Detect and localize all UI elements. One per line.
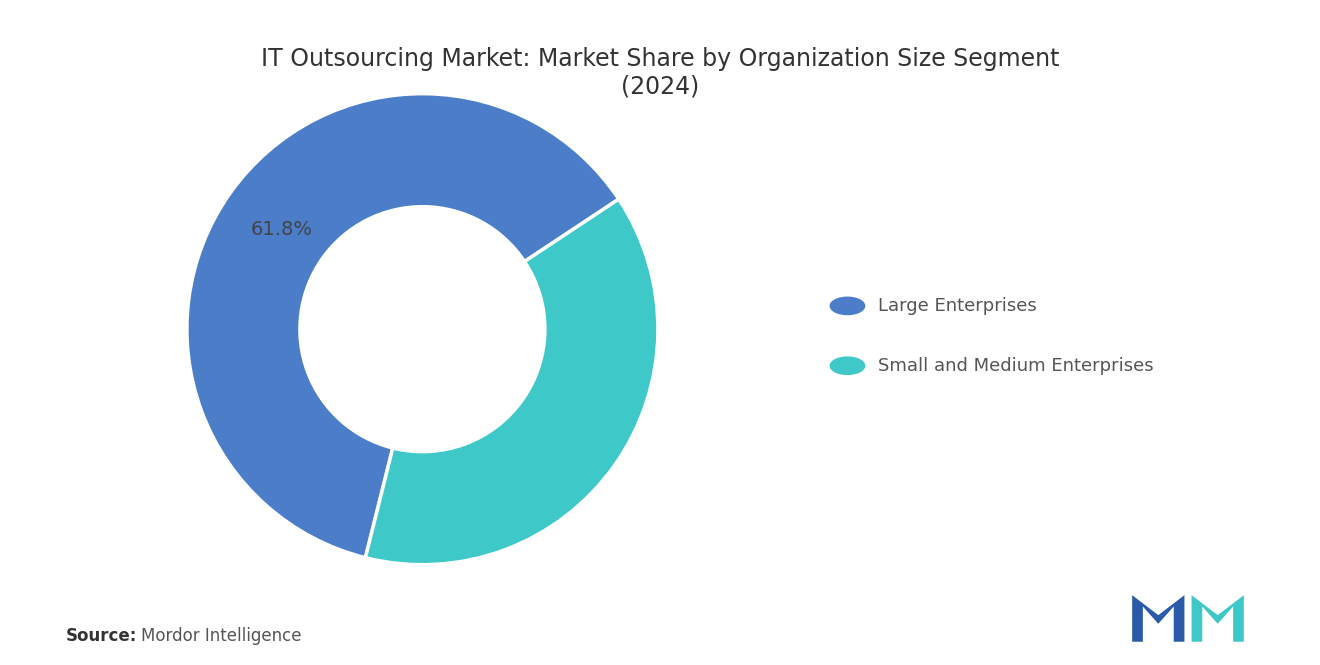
Text: Mordor Intelligence: Mordor Intelligence: [141, 627, 302, 645]
Text: 61.8%: 61.8%: [251, 221, 313, 239]
Text: IT Outsourcing Market: Market Share by Organization Size Segment
(2024): IT Outsourcing Market: Market Share by O…: [261, 47, 1059, 98]
Text: Source:: Source:: [66, 627, 137, 645]
Wedge shape: [366, 199, 657, 565]
Text: Small and Medium Enterprises: Small and Medium Enterprises: [878, 356, 1154, 375]
Text: Large Enterprises: Large Enterprises: [878, 297, 1036, 315]
Wedge shape: [187, 94, 619, 558]
